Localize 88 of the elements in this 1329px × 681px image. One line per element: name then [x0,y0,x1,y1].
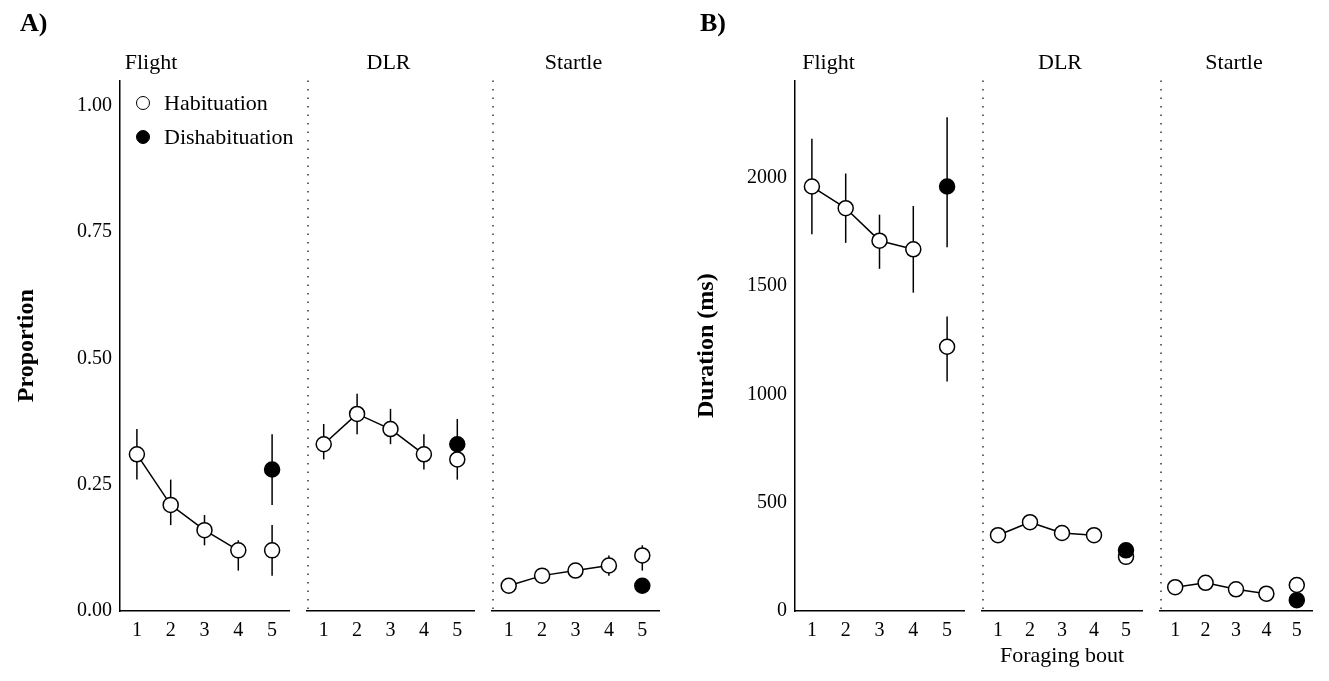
point [196,521,213,539]
point [989,526,1007,544]
point [567,562,584,579]
y-tick-label: 2000 [747,165,787,188]
point [1021,513,1039,531]
point [263,542,281,559]
y-tick-label: 0 [777,598,787,621]
point [1197,574,1214,592]
point [348,405,366,423]
x-tick-label: 4 [1089,618,1099,641]
point [533,567,551,584]
point [1085,526,1103,544]
point [382,420,399,438]
legend-label: Dishabituation [164,124,294,150]
point [1288,591,1306,609]
x-tick-label: 2 [537,618,548,641]
chart-title: Startle [544,48,603,74]
x-tick-label: 4 [233,618,244,641]
y-tick-label: 0.50 [77,345,112,368]
point [1117,542,1135,559]
point [500,577,517,594]
text: A) [20,8,48,38]
point [871,232,888,249]
chart-title: Flight [802,48,855,74]
x-tick-label: 5 [1291,618,1302,641]
point [1258,585,1275,602]
y-tick-label: 1000 [747,381,787,404]
y-tick-label: 0.25 [77,471,112,494]
x-tick-label: 4 [603,618,614,641]
x-tick-label: 4 [418,618,429,641]
x-tick-label: 1 [503,618,514,641]
y-axis-title: Duration (ms) [691,273,718,419]
x-tick-label: 4 [908,618,919,641]
x-tick-label: 1 [993,618,1003,641]
x-tick-label: 5 [942,618,953,641]
x-tick-label: 1 [131,618,142,641]
x-tick-label: 3 [199,618,210,641]
y-tick-label: 1.00 [77,92,112,115]
point [1227,581,1245,598]
x-tick-label: 3 [385,618,396,641]
chart-title: DLR [366,48,411,74]
x-tick-label: 1 [806,618,817,641]
x-axis-title: Foraging bout [999,641,1125,667]
point [600,557,618,574]
y-axis-title: Proportion [11,289,38,403]
point [803,178,821,195]
chart-title: Startle [1205,48,1263,74]
x-tick-label: 2 [840,618,851,641]
x-tick-label: 5 [452,618,463,641]
point [162,496,179,514]
x-tick-label: 5 [637,618,648,641]
chart-title: Flight [124,48,178,74]
point [449,435,466,453]
point [1166,578,1184,596]
point [837,199,854,217]
y-tick-label: 500 [757,489,787,512]
legend-label: Habituation [164,90,268,116]
x-tick-label: 2 [165,618,176,641]
x-tick-label: 2 [352,618,363,641]
point [449,451,466,468]
x-tick-label: 1 [1170,618,1181,641]
point [938,338,956,356]
point [1288,576,1306,594]
point [315,435,332,453]
x-tick-label: 3 [874,618,885,641]
point [128,446,146,463]
y-tick-label: 0.00 [77,598,112,621]
x-tick-label: 4 [1261,618,1272,641]
y-tick-label: 1500 [747,273,787,296]
point [230,542,247,559]
y-tick-label: 0.75 [77,219,112,242]
x-tick-label: 5 [1121,618,1131,641]
point [938,178,956,195]
point [905,241,922,258]
point [1053,524,1071,542]
text: B) [700,8,726,38]
x-tick-label: 5 [267,618,278,641]
x-tick-label: 3 [1231,618,1241,641]
x-tick-label: 2 [1200,618,1211,641]
x-tick-label: 3 [1057,618,1067,641]
point [634,577,651,594]
point [263,461,281,478]
x-tick-label: 3 [570,618,581,641]
x-tick-label: 1 [318,618,329,641]
point [415,446,433,463]
chart-title: DLR [1038,48,1083,74]
point [634,547,651,564]
x-tick-label: 2 [1025,618,1035,641]
